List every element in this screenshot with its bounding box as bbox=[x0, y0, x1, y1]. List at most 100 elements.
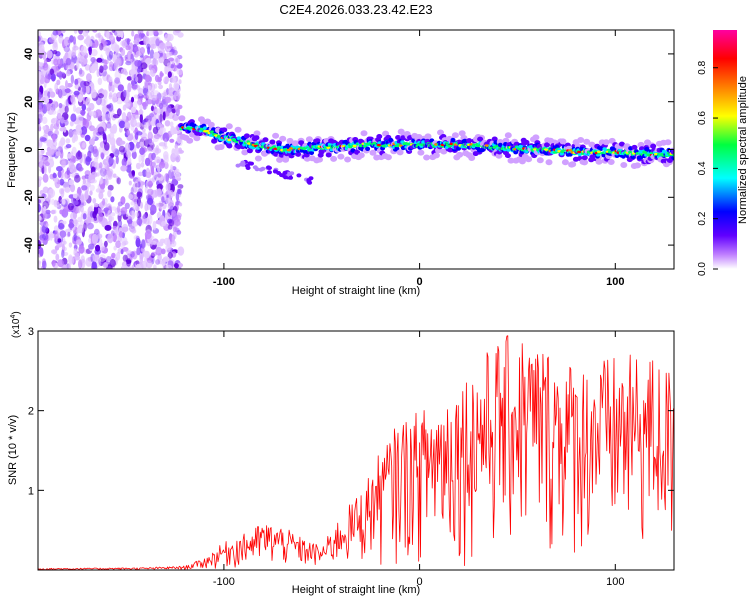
y-tick-label: 20 bbox=[23, 96, 35, 108]
noise-cell bbox=[92, 198, 97, 204]
spectral-cell bbox=[440, 148, 448, 155]
noise-cell bbox=[152, 175, 156, 183]
spectral-peak bbox=[449, 142, 454, 146]
spectral-cell bbox=[581, 155, 588, 161]
noise-cell bbox=[109, 137, 116, 147]
spectral-cell bbox=[217, 134, 221, 138]
spectral-cell bbox=[631, 144, 638, 150]
noise-cell bbox=[135, 211, 139, 218]
noise-cell bbox=[145, 167, 150, 178]
noise-cell bbox=[112, 173, 117, 178]
noise-cell bbox=[146, 43, 151, 50]
noise-cell bbox=[154, 108, 161, 114]
spectral-cell bbox=[618, 141, 625, 147]
spectral-cell bbox=[528, 145, 534, 149]
noise-cell bbox=[59, 178, 65, 186]
spectral-cell bbox=[225, 123, 233, 130]
noise-cell bbox=[52, 100, 57, 110]
noise-cell bbox=[155, 246, 163, 256]
noise-cell bbox=[101, 89, 108, 96]
noise-cell bbox=[170, 64, 175, 69]
noise-cell bbox=[108, 82, 112, 92]
noise-cell bbox=[160, 127, 166, 134]
noise-cell bbox=[173, 81, 180, 91]
noise-cell bbox=[120, 248, 124, 255]
noise-cell bbox=[99, 65, 104, 73]
noise-cell bbox=[56, 166, 63, 172]
spectral-cell bbox=[348, 145, 353, 149]
noise-cell bbox=[88, 111, 96, 117]
noise-cell bbox=[135, 37, 142, 43]
noise-cell bbox=[55, 253, 60, 261]
noise-cell bbox=[167, 33, 174, 42]
noise-cell bbox=[110, 216, 115, 221]
noise-cell bbox=[39, 238, 45, 244]
noise-cell bbox=[175, 214, 182, 222]
noise-cell bbox=[133, 94, 139, 99]
spectral-cell bbox=[350, 148, 356, 153]
noise-cell bbox=[98, 212, 104, 222]
spectral-cell bbox=[518, 158, 526, 165]
noise-cell bbox=[90, 179, 97, 184]
noise-cell bbox=[111, 252, 116, 259]
spectral-cell bbox=[602, 139, 610, 146]
noise-cell bbox=[85, 97, 90, 107]
colorbar-tick-label: 0.6 bbox=[697, 111, 708, 125]
noise-cell bbox=[79, 68, 83, 75]
noise-cell bbox=[52, 41, 58, 52]
noise-cell bbox=[163, 154, 169, 164]
noise-cell bbox=[131, 150, 137, 160]
noise-cell bbox=[172, 226, 178, 233]
snr-xlabel: Height of straight line (km) bbox=[292, 584, 420, 596]
noise-cell bbox=[39, 221, 47, 226]
spectral-cell bbox=[272, 132, 280, 139]
noise-cell bbox=[104, 162, 110, 171]
noise-cell bbox=[49, 91, 56, 98]
noise-cell bbox=[127, 82, 132, 93]
spectral-cell bbox=[394, 146, 400, 151]
spectral-cell bbox=[577, 152, 582, 156]
noise-cell bbox=[151, 116, 156, 127]
spectral-peak bbox=[326, 146, 331, 150]
noise-cell bbox=[86, 222, 94, 230]
spectral-cell bbox=[406, 142, 411, 146]
noise-cell bbox=[67, 202, 74, 211]
noise-cell bbox=[99, 179, 103, 185]
spectrogram-ticks: -100 0 100 -40 -20 0 20 40 bbox=[23, 30, 674, 288]
noise-cell bbox=[146, 203, 151, 211]
noise-cell bbox=[38, 36, 41, 42]
noise-cell bbox=[124, 70, 128, 76]
noise-cell bbox=[140, 260, 148, 269]
noise-cell bbox=[149, 69, 154, 76]
noise-cell bbox=[65, 80, 68, 89]
noise-cell bbox=[65, 228, 72, 233]
noise-cell bbox=[179, 202, 183, 207]
noise-cell bbox=[119, 140, 126, 145]
noise-cell bbox=[135, 162, 141, 170]
noise-cell bbox=[57, 259, 64, 268]
noise-cell bbox=[105, 170, 112, 176]
noise-cell bbox=[92, 130, 98, 137]
noise-cell bbox=[70, 212, 77, 220]
noise-cell bbox=[168, 189, 174, 199]
noise-cell bbox=[175, 191, 180, 202]
noise-cell bbox=[61, 199, 66, 205]
noise-cell bbox=[139, 147, 146, 155]
noise-cell bbox=[90, 49, 98, 57]
noise-cell bbox=[112, 114, 120, 119]
spectral-cell bbox=[523, 139, 530, 145]
noise-cell bbox=[75, 59, 79, 69]
snr-panel: -100 0 100 1 2 3 Height of straight line (km)… bbox=[7, 311, 675, 596]
noise-cell bbox=[47, 194, 52, 203]
noise-cell bbox=[102, 262, 108, 269]
spectral-cell bbox=[416, 143, 421, 146]
noise-cell bbox=[108, 64, 114, 72]
noise-cell bbox=[127, 51, 131, 61]
noise-cell bbox=[142, 36, 149, 42]
spectral-cell bbox=[288, 175, 294, 180]
spectral-cell bbox=[670, 149, 674, 155]
noise-cell bbox=[107, 210, 111, 218]
noise-cell bbox=[156, 122, 162, 128]
noise-cell bbox=[47, 72, 51, 81]
noise-cell bbox=[92, 256, 98, 263]
